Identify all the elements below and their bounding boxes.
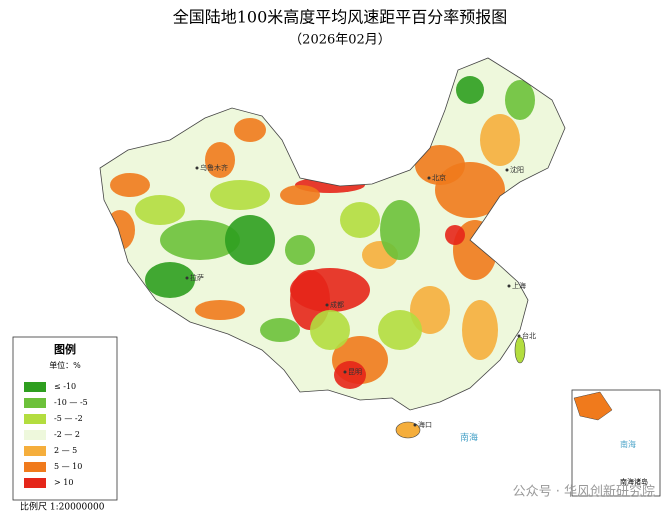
legend-label: 5 — 10 [54,462,82,471]
legend-label: 2 — 5 [54,446,77,455]
patch [160,220,240,260]
legend-swatch [24,398,46,408]
patch [260,318,300,342]
patch [234,118,266,142]
patch [380,200,420,260]
patch [205,142,235,178]
legend-swatch [24,462,46,472]
city-label: 昆明 [348,368,362,376]
legend-swatch [24,430,46,440]
subtitle: （2026年02月） [289,33,391,48]
taiwan [514,336,526,364]
patch [145,262,195,298]
city-dot [195,166,199,170]
patch [310,310,350,350]
city-dot [505,168,509,172]
city-label: 海口 [418,420,432,429]
city-label: 北京 [432,173,446,182]
patch [340,202,380,238]
hainan [395,421,421,439]
inset-title: 南海诸岛 [620,477,648,486]
city-dot [507,284,511,288]
patch [210,180,270,210]
legend-label: -5 — -2 [54,414,83,423]
city-label: 乌鲁木齐 [200,163,228,172]
patch [378,310,422,350]
patch [280,185,320,205]
patch [456,76,484,104]
legend-label: -2 — 2 [54,430,80,439]
patch [415,145,465,185]
map-fill [100,58,565,410]
patch [105,210,135,250]
legend-swatch [24,382,46,392]
city-dot [413,423,417,427]
city-label: 沈阳 [510,165,524,174]
city-dot [427,176,431,180]
legend-unit: 单位：% [49,360,81,370]
patch [334,361,366,389]
sea-label: 南海 [460,432,478,444]
city-dot [325,303,329,307]
legend: 图例 单位：% ≤ -10 -10 — -5 -5 — -2 -2 — 2 2 — 5 5… [12,336,118,501]
legend-swatch [24,414,46,424]
legend-label: > 10 [54,478,73,487]
legend-title: 图例 [54,342,76,356]
city-dot [343,370,347,374]
patch [462,300,498,360]
patch [110,173,150,197]
patch [225,215,275,265]
scale: 比例尺 1:20000000 [20,501,105,513]
patch [480,114,520,166]
inset: 南海 南海诸岛 [571,389,661,497]
patch [445,225,465,245]
city-label: 上海 [512,281,526,290]
watermark: 公众号 · 华风创新研究院 [513,484,655,500]
city-label: 拉萨 [190,273,204,282]
legend-label: -10 — -5 [54,398,88,407]
patch [505,80,535,120]
title: 全国陆地100米高度平均风速距平百分率预报图 [173,8,508,27]
inset-sea: 南海 [620,439,636,449]
legend-swatch [24,446,46,456]
city-label: 台北 [522,331,536,340]
patch [135,195,185,225]
city-dot [517,334,521,338]
patch [285,235,315,265]
city-dot [185,276,189,280]
legend-swatch [24,478,46,488]
city-label: 成都 [330,300,344,309]
legend-label: ≤ -10 [54,382,76,391]
patch [195,300,245,320]
